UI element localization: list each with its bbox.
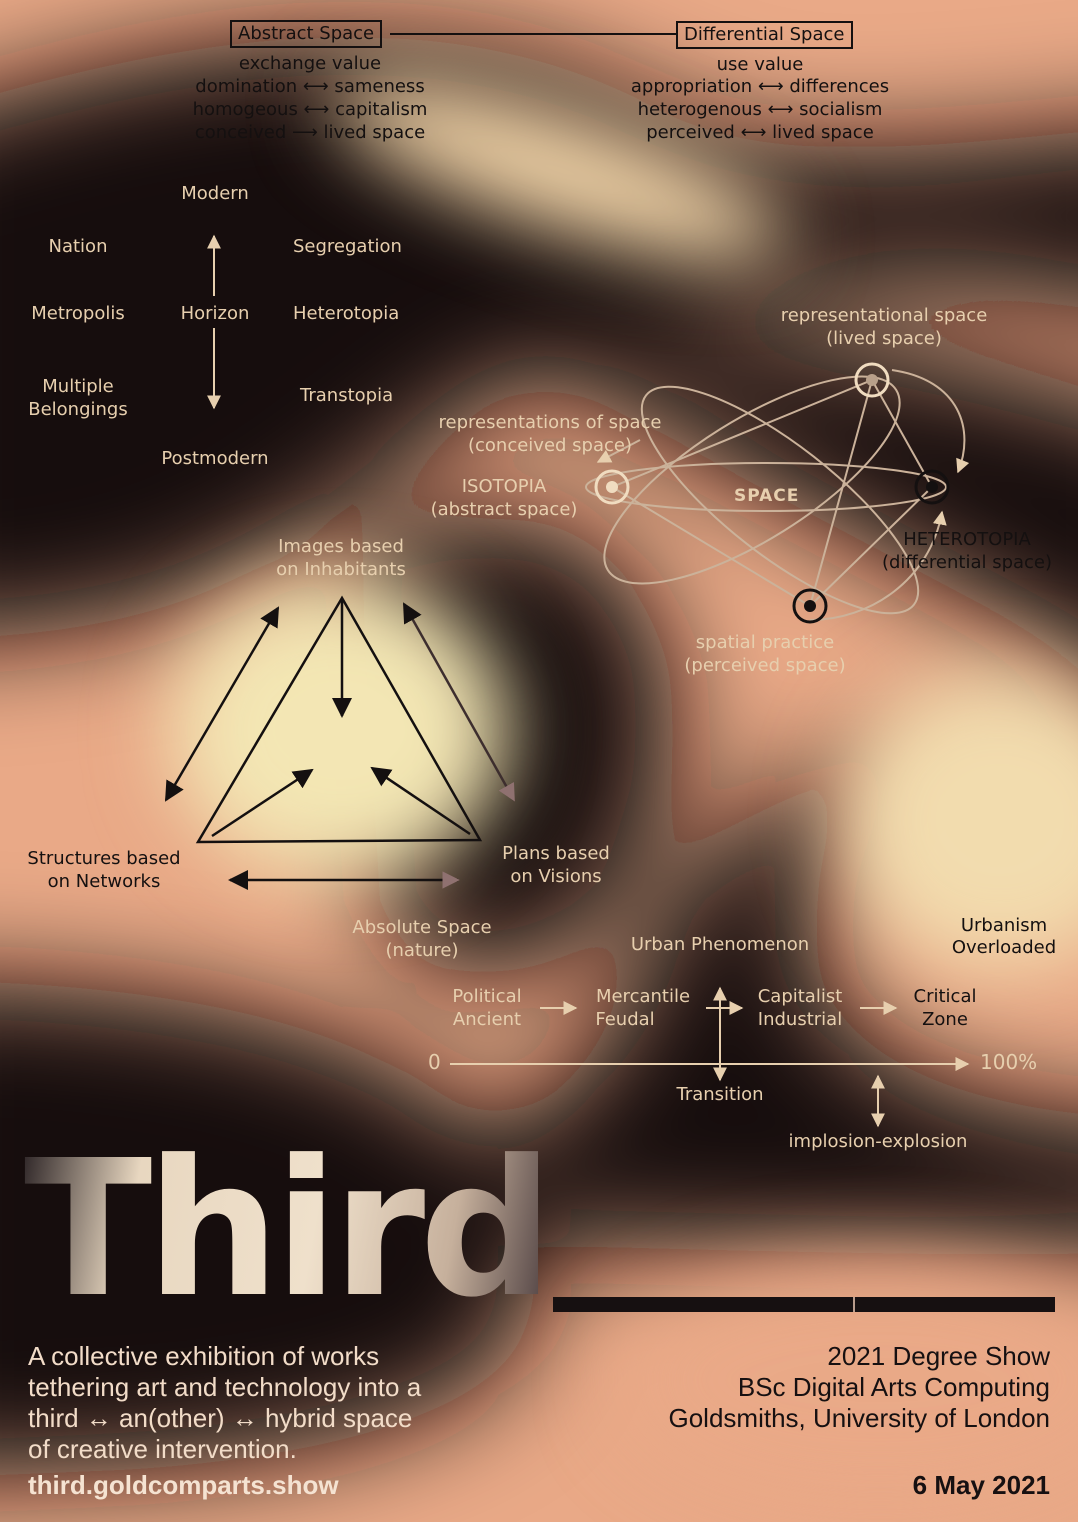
triangle-top-sub: on Inhabitants: [276, 559, 406, 580]
spatial-practice-sub: (perceived space): [684, 655, 846, 676]
representational-space-label: representational space: [780, 305, 988, 326]
triangle-lines: [164, 595, 516, 890]
transition-label: Transition: [676, 1084, 764, 1105]
info-degree-show: 2021 Degree Show: [827, 1341, 1050, 1371]
stage-1-label: Political: [452, 986, 522, 1007]
implosion-label: implosion-explosion: [788, 1131, 968, 1152]
triangle-top-label: Images based: [278, 536, 404, 557]
differential-line-3: heterogenous ⟷ socialism: [637, 99, 883, 120]
website-link[interactable]: third.goldcomparts.show: [28, 1470, 339, 1500]
horizon-modern: Modern: [181, 183, 249, 204]
event-date: 6 May 2021: [912, 1470, 1050, 1500]
triangle-right-label: Plans based: [502, 843, 610, 864]
description-line-2: tethering art and technology into a: [28, 1372, 422, 1402]
triangle-left-label: Structures based: [27, 848, 181, 869]
timeline-start: 0: [428, 1050, 441, 1074]
stage-4-sub: Zone: [922, 1009, 968, 1030]
heterotopia-label: HETEROTOPIA: [903, 529, 1031, 550]
representations-of-space-label: representations of space: [438, 412, 662, 433]
description-line-3: third ↔ an(other) ↔ hybrid space: [28, 1403, 413, 1433]
isotopia-label: ISOTOPIA: [461, 476, 547, 497]
stage-2-sub: Feudal: [595, 1009, 655, 1030]
horizon-metropolis: Metropolis: [31, 303, 125, 324]
description-line-1: A collective exhibition of works: [28, 1341, 380, 1371]
abstract-line-2: domination ⟷ sameness: [195, 76, 425, 97]
timeline-end: 100%: [980, 1050, 1038, 1074]
absolute-space-label: Absolute Space: [352, 917, 492, 938]
horizon-multiple: Multiple: [42, 376, 114, 397]
stage-3-sub: Industrial: [757, 1009, 843, 1030]
differential-space-title: Differential Space: [676, 21, 853, 49]
horizon-segregation: Segregation: [293, 236, 402, 257]
horizon-transtopia: Transtopia: [300, 385, 394, 406]
abstract-line-1: exchange value: [238, 53, 382, 74]
space-nodes: [594, 362, 950, 624]
space-center-label: SPACE: [734, 486, 800, 506]
triangle-right-sub: on Visions: [510, 866, 602, 887]
space-orbits: [585, 369, 970, 621]
representations-of-space-sub: (conceived space): [467, 435, 632, 456]
abstract-space-title: Abstract Space: [230, 20, 383, 48]
differential-line-1: use value: [716, 54, 804, 75]
stage-1-sub: Ancient: [452, 1009, 522, 1030]
urbanism-label: Urbanism: [960, 915, 1048, 936]
heterotopia-sub: (differential space): [881, 552, 1053, 573]
stage-4-label: Critical: [913, 986, 977, 1007]
divider-bar: [553, 1297, 1055, 1312]
triangle-left-sub: on Networks: [47, 871, 161, 892]
urbanism-sub: Overloaded: [951, 937, 1057, 958]
horizon-postmodern: Postmodern: [161, 448, 269, 469]
abstract-line-3: homogeous ⟷ capitalism: [192, 99, 428, 120]
stage-3-label: Capitalist: [757, 986, 843, 1007]
absolute-space-sub: (nature): [385, 940, 459, 961]
horizon-nation: Nation: [48, 236, 108, 257]
info-programme: BSc Digital Arts Computing: [737, 1372, 1050, 1402]
horizon-belongings: Belongings: [28, 399, 128, 420]
divider-gap: [853, 1297, 855, 1312]
description-line-4: of creative intervention.: [28, 1434, 297, 1464]
stage-2-label: Mercantile: [595, 986, 691, 1007]
abstract-line-4: conceived ⟶ lived space: [194, 122, 426, 143]
horizon-center: Horizon: [180, 303, 250, 324]
differential-line-4: perceived ⟷ lived space: [646, 122, 874, 143]
isotopia-sub: (abstract space): [430, 499, 578, 520]
spatial-practice-label: spatial practice: [695, 632, 835, 653]
differential-line-2: appropriation ⟷ differences: [630, 76, 890, 97]
poster-title: Third: [24, 1120, 554, 1339]
horizon-heterotopia: Heterotopia: [293, 303, 400, 324]
timeline-lines: [450, 986, 970, 1128]
representational-space-sub: (lived space): [826, 328, 942, 349]
urban-phenomenon-label: Urban Phenomenon: [630, 934, 810, 955]
info-institution: Goldsmiths, University of London: [668, 1403, 1050, 1433]
